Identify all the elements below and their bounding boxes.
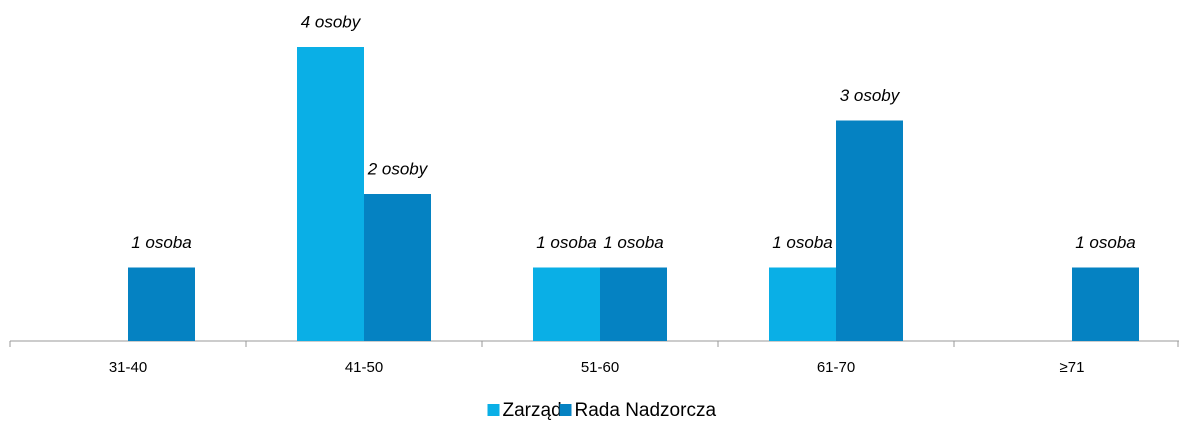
data-label: 1 osoba: [131, 233, 192, 252]
x-tick-label: 31-40: [109, 359, 147, 376]
bar: [128, 267, 195, 341]
x-tick-label: 51-60: [581, 359, 619, 376]
legend-swatch: [487, 404, 500, 416]
bar: [1072, 267, 1139, 341]
legend-label: Rada Nadzorcza: [575, 400, 717, 421]
legend-label: Zarząd: [503, 400, 562, 421]
bar: [600, 267, 667, 341]
data-label: 2 osoby: [367, 159, 429, 178]
bar: [769, 267, 836, 341]
bar: [836, 120, 903, 341]
data-label: 3 osoby: [840, 86, 901, 105]
data-label: 4 osoby: [301, 12, 362, 31]
legend-swatch: [559, 404, 572, 416]
bar: [364, 194, 431, 341]
bar: [533, 267, 600, 341]
data-label: 1 osoba: [603, 233, 664, 252]
x-tick-label: 61-70: [817, 359, 855, 376]
x-tick-label: ≥71: [1060, 359, 1085, 376]
data-label: 1 osoba: [772, 233, 833, 252]
bar: [297, 47, 364, 341]
data-label: 1 osoba: [536, 233, 597, 252]
data-label: 1 osoba: [1075, 233, 1136, 252]
x-tick-label: 41-50: [345, 359, 383, 376]
